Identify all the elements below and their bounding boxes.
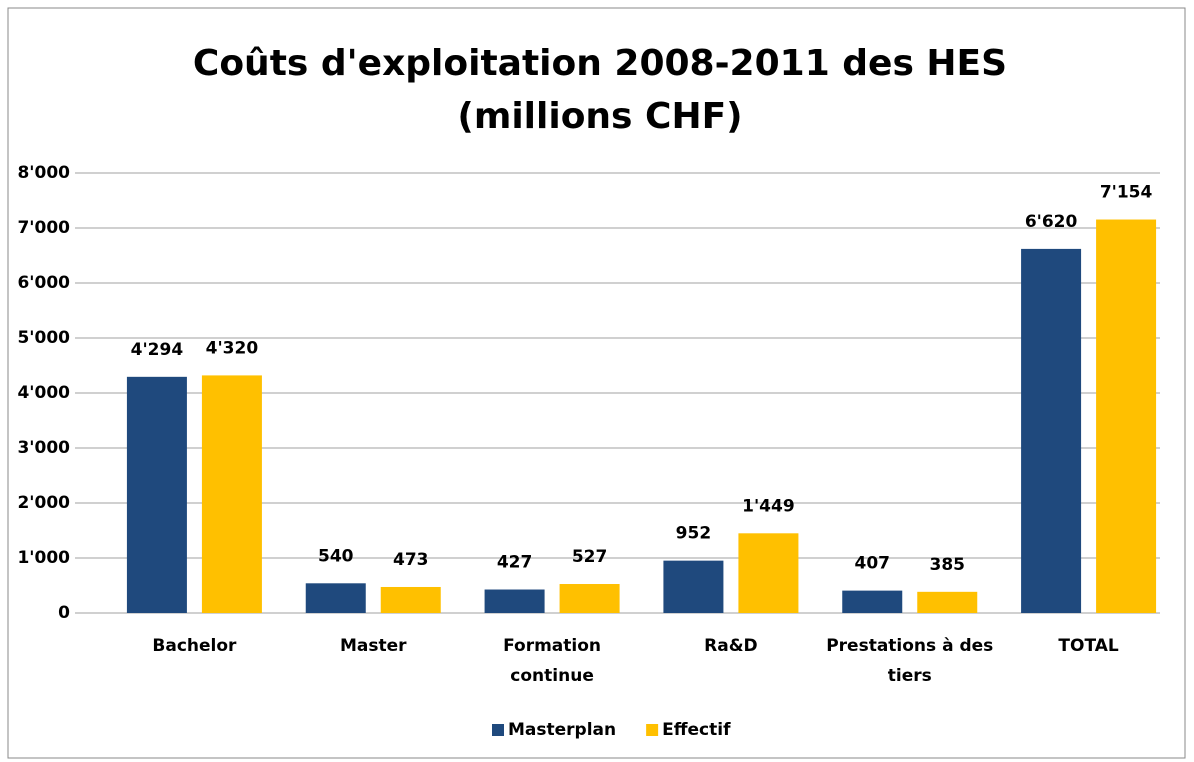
value-label: 527 [572,547,608,567]
value-label: 7'154 [1100,183,1153,203]
value-label: 407 [855,554,891,574]
y-tick-label: 2'000 [17,493,70,513]
chart-subtitle: (millions CHF) [457,96,742,137]
value-label: 385 [930,555,966,575]
value-label: 1'449 [742,496,795,516]
y-tick-label: 1'000 [17,548,70,568]
y-tick-label: 0 [58,603,70,623]
value-label: 6'620 [1025,212,1078,232]
y-tick-label: 8'000 [17,163,70,183]
value-label: 473 [393,550,429,570]
x-tick-label: TOTAL [1058,636,1118,656]
value-label: 952 [676,524,712,544]
value-label: 540 [318,546,354,566]
legend-swatch [646,724,659,736]
bar [126,376,187,613]
legend-swatch [492,724,504,736]
bar [1096,219,1157,613]
x-tick-label: Master [340,636,407,656]
legend-label: Masterplan [508,720,616,740]
y-tick-label: 6'000 [17,273,70,293]
value-label: 4'294 [131,340,184,360]
bar [484,589,545,613]
bar [738,533,799,613]
x-tick-label: Bachelor [152,636,237,656]
x-tick-label: Ra&D [704,636,758,656]
value-label: 427 [497,553,533,573]
x-tick-label: Prestations à des tiers [826,636,993,686]
bar [1021,248,1082,613]
value-label: 4'320 [206,338,259,358]
y-tick-label: 3'000 [17,438,70,458]
y-tick-label: 7'000 [17,218,70,238]
bar [917,591,978,613]
bar [842,590,903,613]
x-tick-label: Formation continue [503,636,601,686]
bar [663,560,724,613]
bar [201,375,262,613]
bar [380,586,441,613]
y-tick-label: 4'000 [17,383,70,403]
legend-label: Effectif [662,720,731,740]
chart-title: Coûts d'exploitation 2008-2011 des HES [193,43,1007,84]
y-tick-label: 5'000 [17,328,70,348]
bar [305,583,366,613]
bar [559,584,620,613]
